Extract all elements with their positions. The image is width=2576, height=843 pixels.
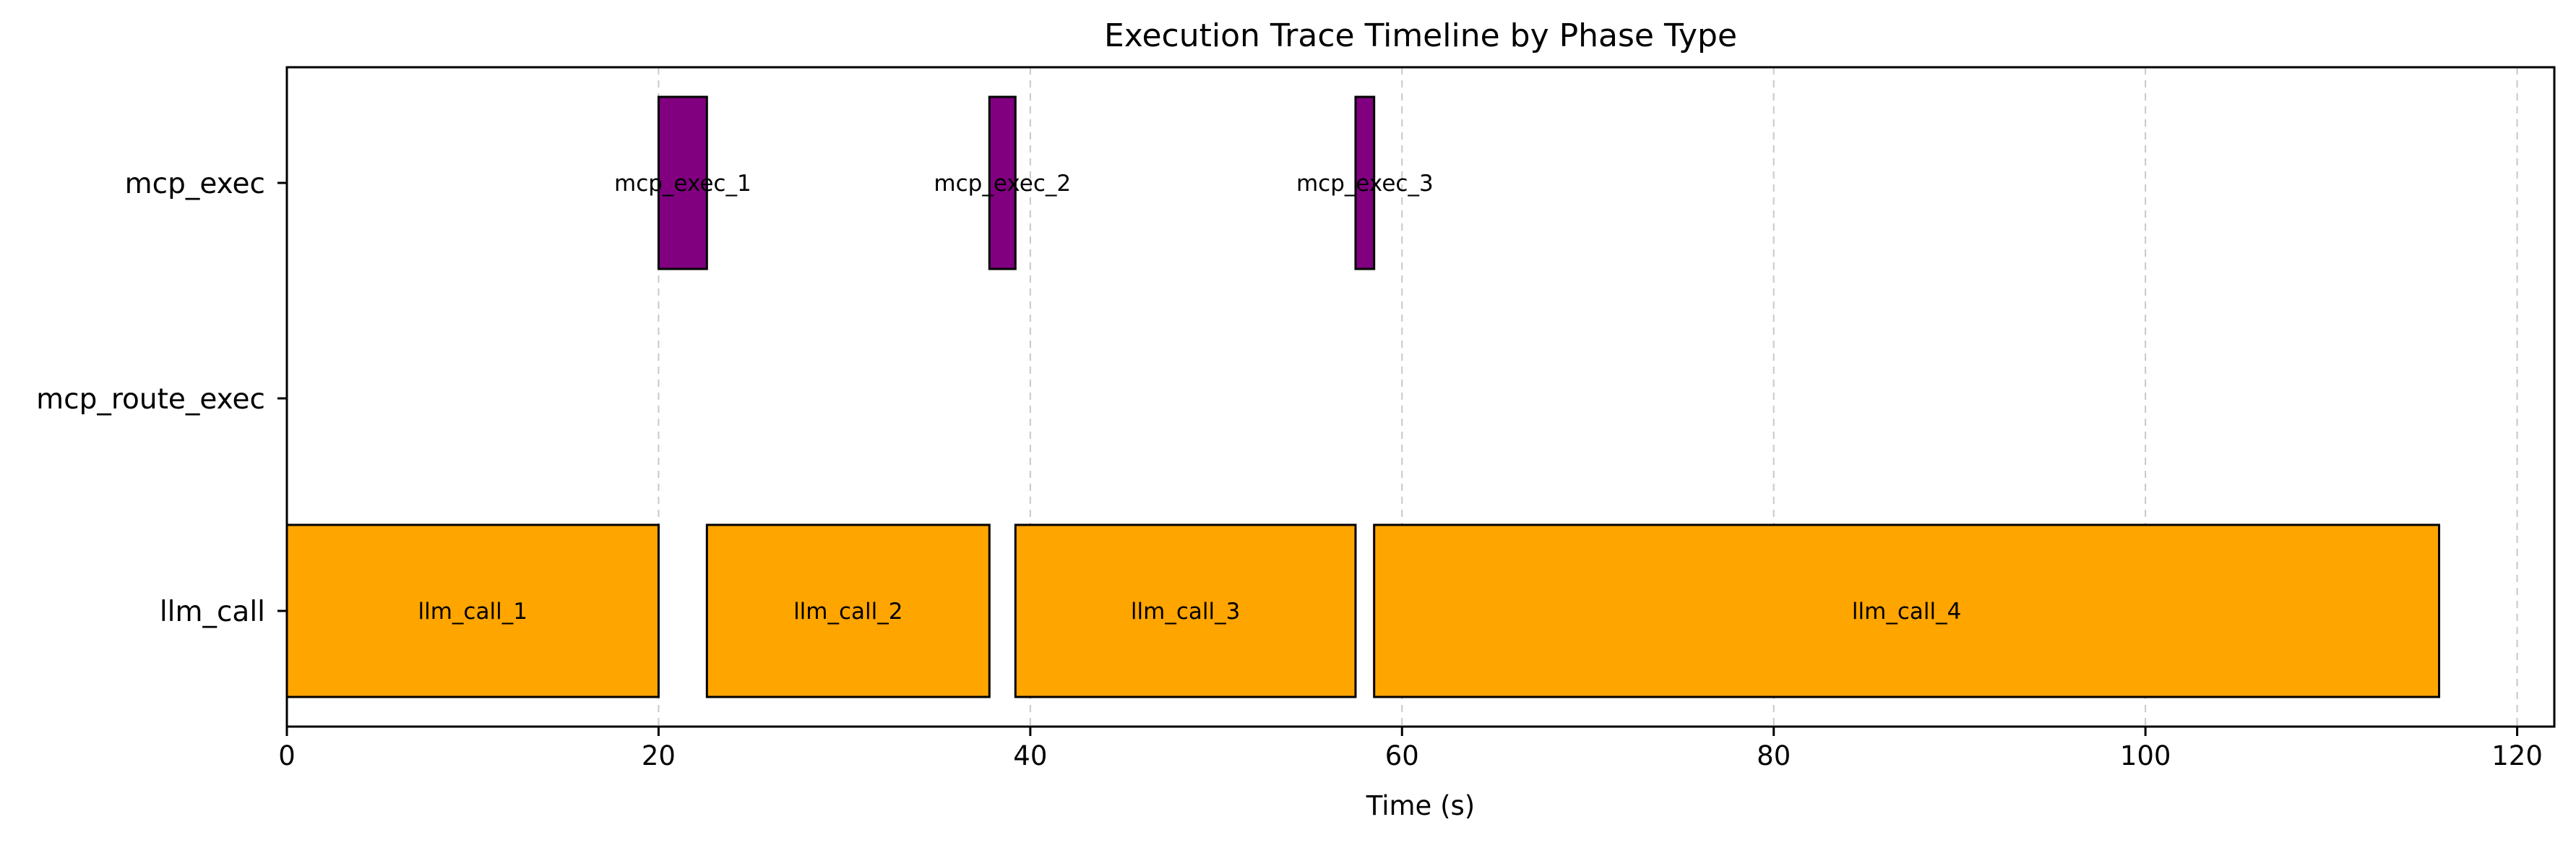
chart-title: Execution Trace Timeline by Phase Type	[1104, 17, 1737, 54]
bar-mcp-exec-2	[988, 95, 1017, 270]
x-tick-label: 40	[1013, 740, 1047, 771]
x-tick-label: 60	[1385, 740, 1419, 771]
bar-label: mcp_exec_2	[934, 171, 1071, 197]
x-tick-label: 80	[1757, 740, 1791, 771]
bar-llm-call-3	[1014, 523, 1357, 698]
y-tick-label: mcp_route_exec	[36, 383, 265, 416]
x-axis: 0 20 40 60 80 100 120	[278, 727, 2543, 771]
x-axis-label: Time (s)	[1366, 790, 1475, 821]
y-tick-label: mcp_exec	[125, 168, 265, 200]
x-tick-label: 120	[2491, 740, 2543, 771]
bar-mcp-exec-3	[1354, 95, 1376, 270]
x-tick-label: 20	[642, 740, 676, 771]
bar-llm-call-2	[705, 523, 991, 698]
x-tick-label: 100	[2120, 740, 2171, 771]
y-tick-label: llm_call	[160, 596, 265, 628]
x-tick-label: 0	[278, 740, 296, 771]
bar-label: llm_call_4	[1852, 599, 1961, 625]
bar-mcp-exec-1	[657, 95, 708, 270]
bar-label: mcp_exec_1	[614, 171, 751, 197]
bar-label: llm_call_2	[793, 599, 903, 625]
bar-label: llm_call_3	[1131, 599, 1240, 625]
bar-label: llm_call_1	[418, 599, 527, 625]
bars: llm_call_1 llm_call_2 llm_call_3 llm_call_4…	[285, 95, 2441, 698]
bar-label: mcp_exec_3	[1296, 171, 1434, 197]
bar-llm-call-4	[1373, 523, 2441, 698]
y-axis: mcp_exec mcp_route_exec llm_call	[36, 168, 287, 628]
plot-frame	[285, 66, 2556, 728]
